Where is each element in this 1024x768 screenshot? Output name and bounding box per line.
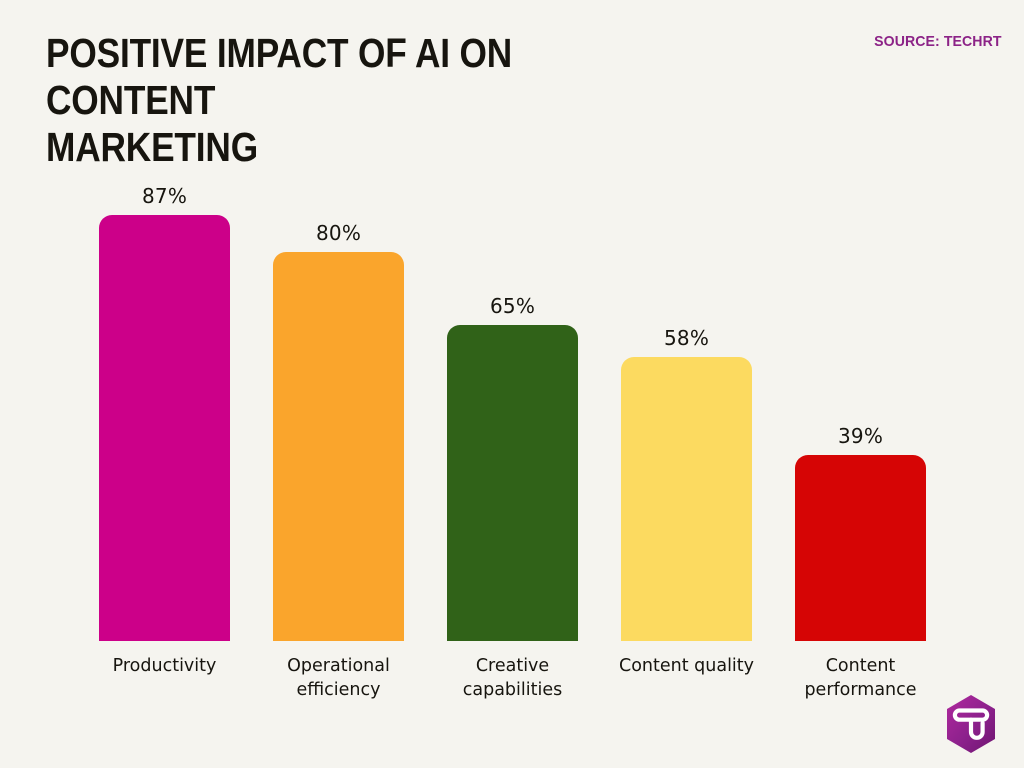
bar-value-label: 39% <box>837 424 884 448</box>
bar-category-label: Content performance <box>804 656 917 700</box>
bar-category-label: Productivity <box>112 656 217 676</box>
techrt-logo-icon <box>947 695 995 753</box>
bar-content-quality <box>621 357 752 641</box>
bar-group-content-performance: 39% Content performance <box>795 424 926 700</box>
bar-value-label: 87% <box>141 184 188 208</box>
bar-value-label: 65% <box>489 294 536 318</box>
bar-group-creative-capabilities: 65% Creative capabilities <box>447 294 578 700</box>
letter-t-glyph <box>952 708 990 740</box>
bar-category-label: Operational efficiency <box>287 656 390 700</box>
bar-category-label: Content quality <box>618 656 755 676</box>
bar-content-performance <box>795 455 926 641</box>
bar-category-label: Creative capabilities <box>462 656 563 700</box>
chart-header: POSITIVE IMPACT OF AI ON CONTENT MARKETI… <box>0 0 1024 170</box>
bar-operational-efficiency <box>273 252 404 641</box>
bar-value-label: 58% <box>663 326 710 350</box>
page-title: POSITIVE IMPACT OF AI ON CONTENT MARKETI… <box>46 30 513 170</box>
bar-value-label: 80% <box>315 221 362 245</box>
bar-productivity <box>99 215 230 641</box>
bar-creative-capabilities <box>447 325 578 641</box>
bar-group-operational-efficiency: 80% Operational efficiency <box>273 221 404 700</box>
bar-group-content-quality: 58% Content quality <box>619 326 754 676</box>
source-attribution: SOURCE: TECHRT <box>874 33 1002 50</box>
bar-group-productivity: 87% Productivity <box>99 184 230 676</box>
